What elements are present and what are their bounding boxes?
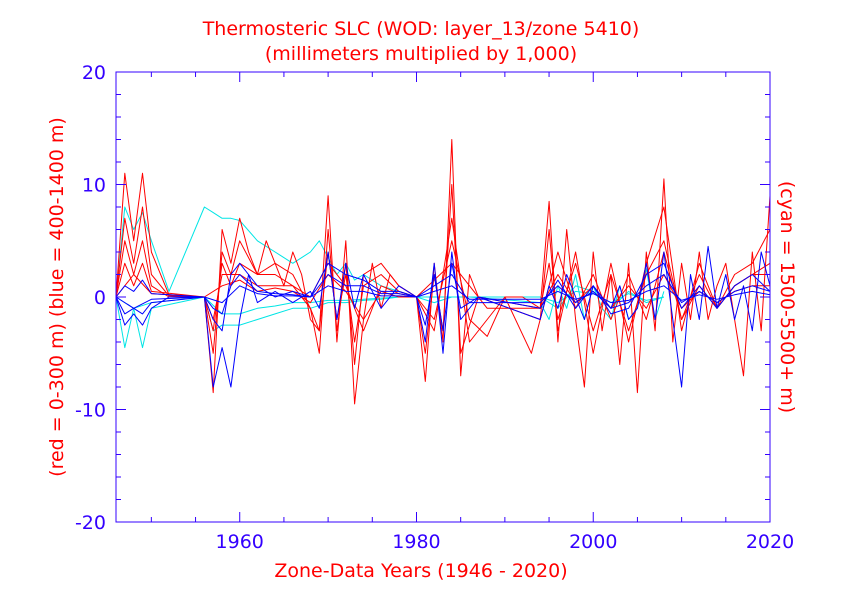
y-tick-label: -10 [75,400,106,422]
series-line-cyan-10 [115,285,665,349]
series-line-red-4 [115,262,770,320]
series-line-red-2 [115,217,771,343]
series-line-blue-8 [115,285,771,309]
y-axis-label-right: (cyan = 1500-5500+ m) [776,180,799,414]
series-line-cyan-9 [115,206,665,320]
series-line-blue-6 [115,262,771,332]
x-axis-label: Zone-Data Years (1946 - 2020) [274,560,568,582]
series-line-blue-7 [115,274,771,315]
x-tick-label: 2000 [569,531,617,553]
ticks-layer [116,71,771,523]
y-tick-label: -20 [75,512,106,534]
chart-subtitle: (millimeters multiplied by 1,000) [264,43,578,65]
y-tick-label: 10 [82,175,106,197]
series-layer [115,139,771,405]
y-tick-label: 20 [82,62,106,84]
x-tick-label: 1980 [392,531,440,553]
series-line-cyan-11 [115,290,664,315]
chart-title: Thermosteric SLC (WOD: layer_13/zone 541… [202,18,640,40]
y-axis-label-left: (red = 0-300 m) (blue = 400-1400 m) [45,117,68,477]
y-tick-label: 0 [94,287,106,309]
x-tick-label: 2020 [746,531,794,553]
series-line-red-3 [115,240,770,354]
x-tick-label: 1960 [216,531,264,553]
